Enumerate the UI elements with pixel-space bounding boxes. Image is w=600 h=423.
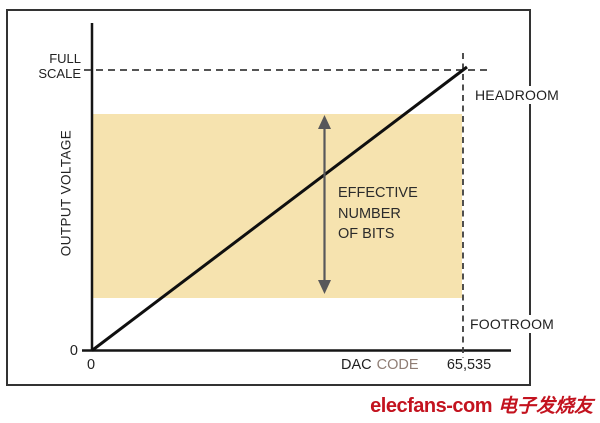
watermark: elecfans-com 电子发烧友 xyxy=(370,391,593,418)
watermark-brand-text: elecfans-com xyxy=(370,395,492,417)
x-axis-title-word-code: CODE xyxy=(376,357,419,373)
footroom-annotation: FOOTROOM xyxy=(467,315,558,333)
y-axis-title: OUTPUT VOLTAGE xyxy=(58,129,74,257)
effective-line2: NUMBER xyxy=(338,205,401,222)
effective-number-of-bits-annotation: EFFECTIVE NUMBER OF BITS xyxy=(338,183,418,245)
full-scale-line1: FULL xyxy=(49,51,81,66)
full-scale-line2: SCALE xyxy=(38,65,81,81)
y-origin-tick-label: 0 xyxy=(69,343,78,359)
x-axis-title: DAC CODE xyxy=(341,357,419,373)
x-origin-tick-label: 0 xyxy=(86,357,96,373)
figure-border-box xyxy=(6,9,531,386)
watermark-chinese-text: 电子发烧友 xyxy=(497,396,593,417)
full-scale-tick-label: FULL SCALE xyxy=(24,51,81,81)
effective-line1: EFFECTIVE xyxy=(338,185,418,201)
effective-line3: OF BITS xyxy=(338,226,395,242)
x-max-tick-label: 65,535 xyxy=(446,357,492,373)
headroom-annotation: HEADROOM xyxy=(472,86,563,104)
x-axis-title-word-dac: DAC xyxy=(341,357,372,373)
